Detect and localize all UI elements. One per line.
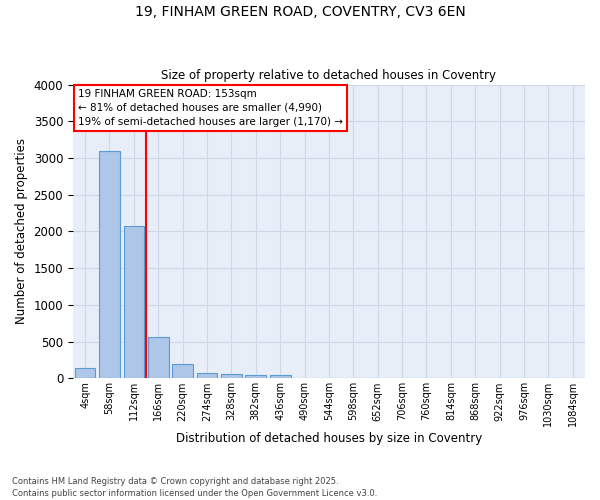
Bar bbox=[245, 375, 266, 378]
Text: 19 FINHAM GREEN ROAD: 153sqm
← 81% of detached houses are smaller (4,990)
19% of: 19 FINHAM GREEN ROAD: 153sqm ← 81% of de… bbox=[78, 89, 343, 127]
Text: 19, FINHAM GREEN ROAD, COVENTRY, CV3 6EN: 19, FINHAM GREEN ROAD, COVENTRY, CV3 6EN bbox=[134, 5, 466, 19]
X-axis label: Distribution of detached houses by size in Coventry: Distribution of detached houses by size … bbox=[176, 432, 482, 445]
Bar bbox=[75, 368, 95, 378]
Bar bbox=[124, 226, 144, 378]
Text: Contains HM Land Registry data © Crown copyright and database right 2025.
Contai: Contains HM Land Registry data © Crown c… bbox=[12, 476, 377, 498]
Bar bbox=[99, 150, 120, 378]
Bar bbox=[148, 336, 169, 378]
Bar bbox=[221, 374, 242, 378]
Title: Size of property relative to detached houses in Coventry: Size of property relative to detached ho… bbox=[161, 69, 496, 82]
Bar bbox=[172, 364, 193, 378]
Bar bbox=[270, 374, 290, 378]
Y-axis label: Number of detached properties: Number of detached properties bbox=[15, 138, 28, 324]
Bar bbox=[197, 374, 217, 378]
